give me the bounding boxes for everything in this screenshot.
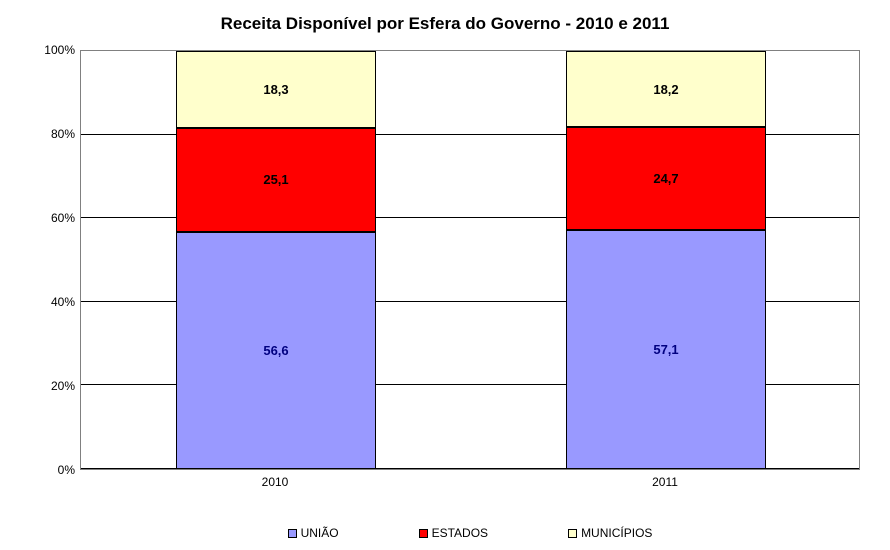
chart-title: Receita Disponível por Esfera do Governo… [0,14,890,34]
legend-label: ESTADOS [432,526,488,540]
value-label: 57,1 [653,342,678,357]
x-tick-2011: 2011 [652,475,678,489]
bar-2010-estados: 25,1 [176,128,376,233]
legend-label: MUNICÍPIOS [581,526,652,540]
bar-2010-municipios: 18,3 [176,51,376,127]
value-label: 18,3 [263,82,288,97]
legend: UNIÃO ESTADOS MUNICÍPIOS [80,526,860,540]
x-tick-2010: 2010 [262,475,289,489]
y-tick-60: 60% [25,211,75,225]
legend-item-municipios: MUNICÍPIOS [568,526,652,540]
value-label: 18,2 [653,82,678,97]
value-label: 24,7 [653,171,678,186]
value-label: 56,6 [263,343,288,358]
value-label: 25,1 [263,172,288,187]
legend-item-uniao: UNIÃO [288,526,339,540]
y-tick-40: 40% [25,295,75,309]
bar-2011-municipios: 18,2 [566,51,766,127]
y-tick-80: 80% [25,127,75,141]
plot-area: 56,6 25,1 18,3 57,1 24,7 18,2 [80,50,860,470]
legend-swatch [419,529,428,538]
y-tick-20: 20% [25,379,75,393]
y-tick-100: 100% [25,43,75,57]
legend-item-estados: ESTADOS [419,526,488,540]
chart-container: Receita Disponível por Esfera do Governo… [0,0,890,550]
y-tick-0: 0% [25,463,75,477]
legend-swatch [568,529,577,538]
bar-2011-uniao: 57,1 [566,230,766,469]
bar-2011-estados: 24,7 [566,127,766,230]
legend-label: UNIÃO [301,526,339,540]
bar-2010-uniao: 56,6 [176,232,376,469]
legend-swatch [288,529,297,538]
